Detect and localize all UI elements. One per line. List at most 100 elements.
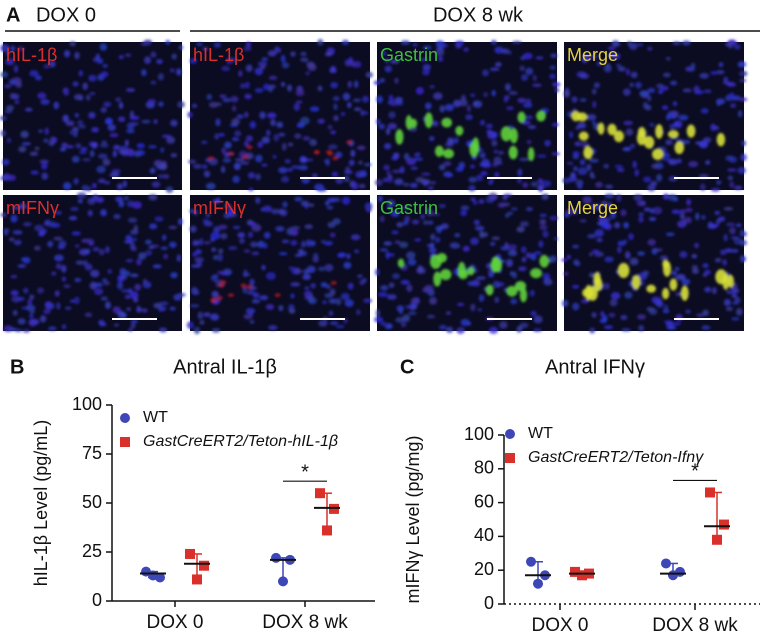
- nucleus: [391, 273, 401, 279]
- nucleus: [424, 102, 432, 110]
- nucleus: [522, 52, 533, 60]
- nuclei: [187, 38, 374, 192]
- nucleus: [657, 89, 664, 95]
- nucleus: [353, 98, 361, 103]
- nucleus: [101, 140, 107, 145]
- nucleus: [35, 75, 42, 81]
- nucleus: [212, 254, 219, 261]
- nucleus: [82, 82, 88, 90]
- nucleus: [295, 89, 305, 97]
- nucleus: [221, 65, 231, 72]
- nucleus: [22, 329, 31, 333]
- nucleus: [424, 284, 434, 292]
- nucleus: [527, 125, 537, 130]
- data-point: [661, 558, 671, 569]
- nucleus: [49, 60, 56, 68]
- nucleus: [330, 130, 337, 135]
- cell: [409, 118, 418, 129]
- nucleus: [317, 38, 324, 46]
- nucleus: [460, 210, 468, 217]
- cell: [434, 145, 444, 157]
- cell: [457, 269, 469, 280]
- nucleus: [99, 43, 108, 51]
- nucleus: [737, 110, 743, 118]
- signal: [274, 293, 281, 298]
- nucleus: [422, 69, 430, 76]
- nucleus: [436, 227, 442, 234]
- nucleus: [388, 111, 396, 119]
- nucleus: [720, 249, 727, 256]
- nucleus: [542, 230, 549, 238]
- nucleus: [12, 230, 23, 235]
- cell: [662, 259, 669, 269]
- nucleus: [95, 53, 100, 61]
- nucleus: [617, 240, 626, 247]
- nucleus: [8, 327, 18, 332]
- nucleus: [142, 278, 148, 284]
- nucleus: [562, 177, 571, 184]
- nucleus: [55, 263, 62, 270]
- nucleus: [287, 84, 293, 92]
- nucleus: [577, 185, 583, 190]
- nucleus: [245, 41, 252, 48]
- nucleus: [69, 130, 79, 135]
- nucleus: [642, 270, 650, 276]
- nucleus: [272, 154, 277, 159]
- nucleus: [454, 233, 461, 238]
- nucleus: [700, 183, 706, 191]
- nucleus: [29, 151, 39, 156]
- nucleus: [23, 287, 29, 294]
- chart-title: Antral IFNγ: [545, 356, 645, 378]
- nucleus: [13, 64, 19, 73]
- nucleus: [313, 252, 319, 259]
- nucleus: [154, 216, 164, 222]
- nucleus: [165, 186, 174, 194]
- nucleus: [703, 89, 712, 94]
- cell: [490, 258, 503, 273]
- nucleus: [170, 153, 178, 158]
- nucleus: [723, 76, 728, 83]
- nucleus: [327, 124, 333, 130]
- nucleus: [198, 238, 204, 246]
- nucleus: [131, 246, 137, 252]
- nucleus: [348, 159, 355, 166]
- nuclei: [373, 39, 561, 193]
- nucleus: [734, 296, 741, 305]
- nucleus: [681, 278, 691, 285]
- nucleus: [382, 177, 390, 183]
- nucleus: [725, 155, 735, 162]
- micrograph: Gastrin: [373, 192, 559, 335]
- nucleus: [218, 248, 224, 254]
- nucleus: [113, 144, 121, 150]
- nucleus: [305, 71, 311, 76]
- nucleus: [480, 171, 488, 176]
- nucleus: [574, 141, 582, 147]
- nucleus: [218, 132, 226, 137]
- nucleus: [394, 240, 401, 244]
- nucleus: [375, 118, 381, 125]
- nucleus: [168, 241, 177, 248]
- nucleus: [17, 264, 27, 268]
- nucleus: [81, 184, 90, 191]
- nucleus: [43, 138, 49, 143]
- nucleus: [647, 46, 653, 51]
- nucleus: [278, 132, 286, 137]
- nucleus: [213, 42, 222, 48]
- nucleus: [529, 289, 535, 297]
- nucleus: [589, 327, 596, 334]
- nucleus: [362, 278, 367, 283]
- nucleus: [141, 308, 148, 313]
- nucleus: [89, 91, 96, 96]
- nucleus: [422, 63, 431, 71]
- cell: [607, 123, 617, 136]
- nucleus: [203, 312, 211, 317]
- nucleus: [125, 148, 134, 155]
- nucleus: [439, 105, 446, 113]
- nucleus: [591, 53, 598, 60]
- nucleus: [544, 139, 551, 147]
- nucleus: [665, 321, 675, 328]
- nucleus: [278, 252, 288, 256]
- nucleus: [88, 241, 94, 246]
- nucleus: [126, 307, 132, 311]
- nucleus: [445, 311, 452, 315]
